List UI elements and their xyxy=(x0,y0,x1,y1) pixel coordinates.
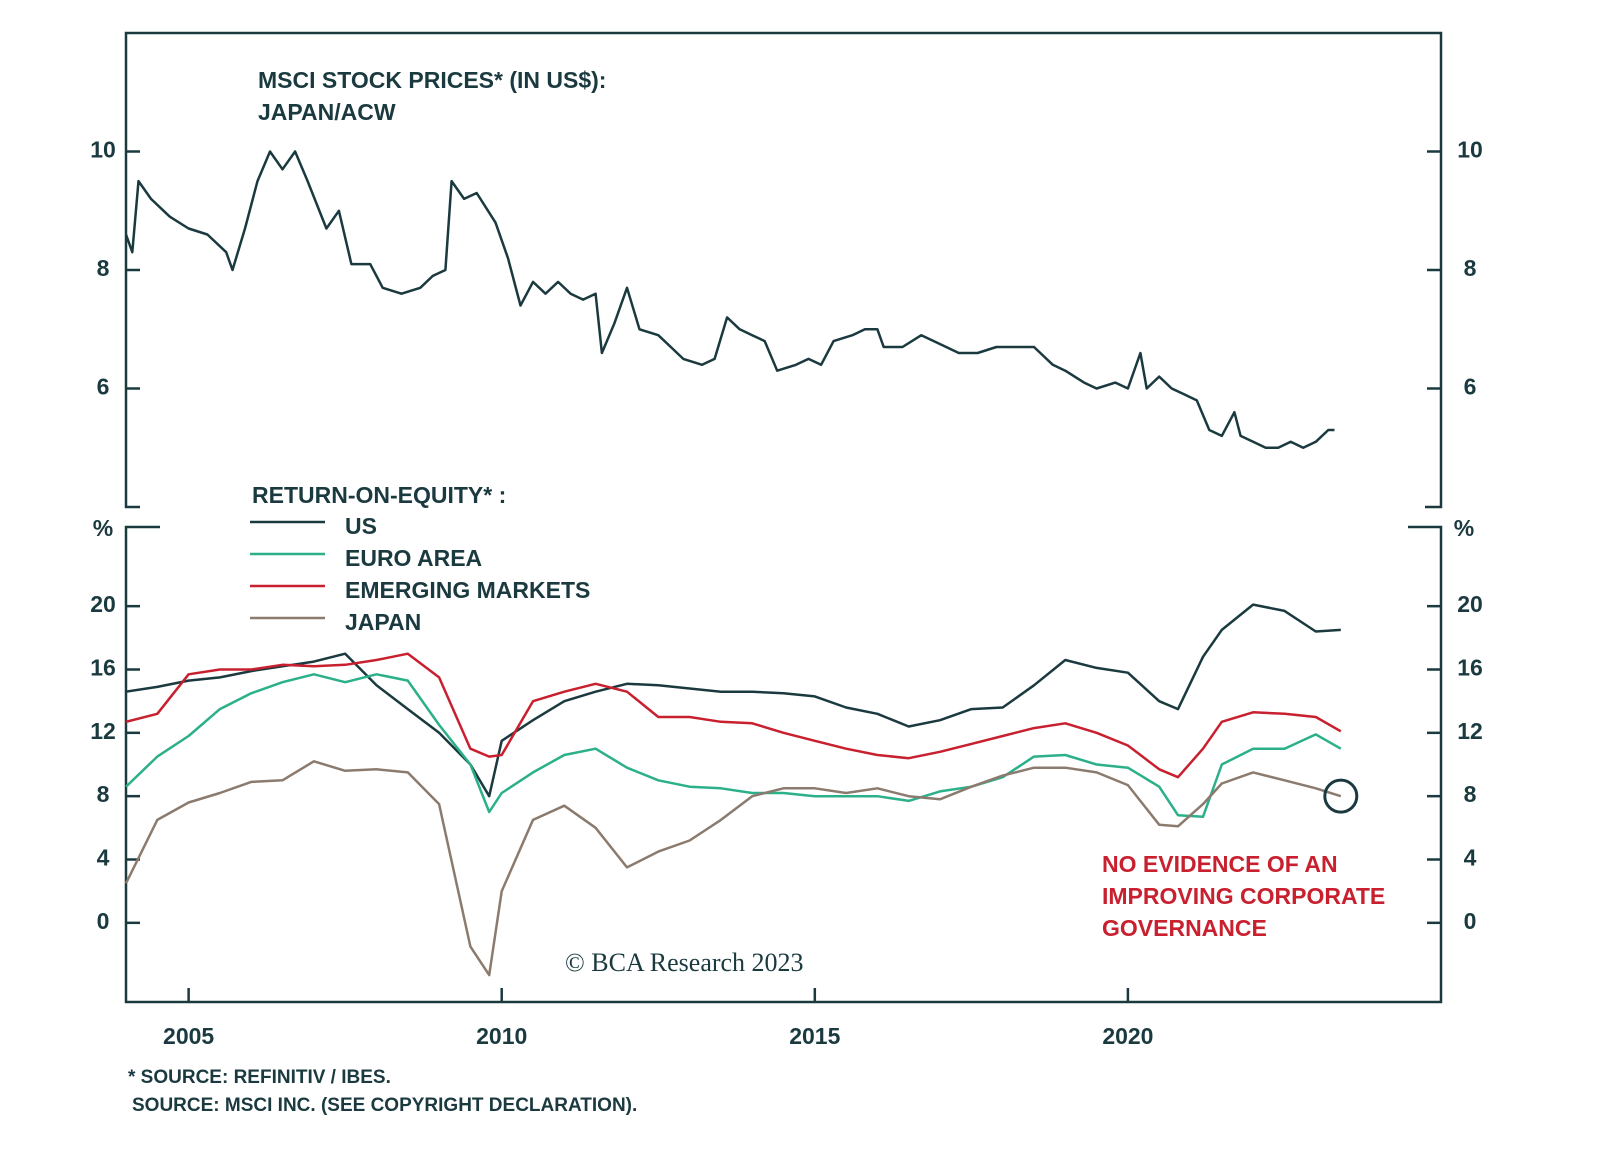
series-line xyxy=(125,603,1341,798)
x-tick-label: 2015 xyxy=(789,1023,840,1049)
y-tick-label: 8 xyxy=(1464,781,1477,807)
highlight-circle xyxy=(1323,778,1359,814)
y-tick-label: 20 xyxy=(90,591,116,617)
legend-label: EMERGING MARKETS xyxy=(345,577,590,603)
annotation: IMPROVING CORPORATE xyxy=(1102,883,1385,909)
x-tick-label: 2005 xyxy=(163,1023,214,1049)
series-line xyxy=(124,760,1342,977)
x-tick-label: 2010 xyxy=(476,1023,527,1049)
y-tick-label: 6 xyxy=(97,374,110,400)
series-line xyxy=(125,673,1342,819)
legend-title: RETURN-ON-EQUITY* : xyxy=(252,482,506,508)
y-tick-label: 4 xyxy=(97,845,110,871)
chart-title: MSCI STOCK PRICES* (IN US$): xyxy=(258,67,606,93)
legend-label: EURO AREA xyxy=(345,545,482,571)
y-tick-label: 16 xyxy=(90,655,116,681)
series-line xyxy=(124,150,1335,450)
y-tick-label: 4 xyxy=(1464,845,1477,871)
frame xyxy=(124,31,1443,1004)
y-tick-label: 8 xyxy=(1464,255,1477,281)
y-unit: % xyxy=(1454,515,1474,541)
y-tick-label: 20 xyxy=(1457,591,1483,617)
legend-label: JAPAN xyxy=(345,609,421,635)
y-tick-label: 0 xyxy=(1464,908,1477,934)
y-tick-label: 8 xyxy=(97,781,110,807)
y-tick-label: 0 xyxy=(97,908,110,934)
watermark: © BCA Research 2023 xyxy=(565,948,804,977)
y-tick-label: 16 xyxy=(1457,655,1483,681)
series-line xyxy=(125,652,1342,779)
x-tick-label: 2020 xyxy=(1102,1023,1153,1049)
annotation: GOVERNANCE xyxy=(1102,915,1267,941)
chart-title: JAPAN/ACW xyxy=(258,99,396,125)
annotation: NO EVIDENCE OF AN xyxy=(1102,851,1338,877)
y-unit: % xyxy=(93,515,113,541)
legend-label: US xyxy=(345,513,377,539)
source-note: SOURCE: MSCI INC. (SEE COPYRIGHT DECLARA… xyxy=(132,1095,637,1116)
source-note: * SOURCE: REFINITIV / IBES. xyxy=(128,1067,391,1088)
y-tick-label: 8 xyxy=(97,255,110,281)
y-tick-label: 10 xyxy=(1457,137,1483,163)
y-tick-label: 6 xyxy=(1464,374,1477,400)
y-tick-label: 12 xyxy=(90,718,116,744)
y-tick-label: 10 xyxy=(90,137,116,163)
y-tick-label: 12 xyxy=(1457,718,1483,744)
